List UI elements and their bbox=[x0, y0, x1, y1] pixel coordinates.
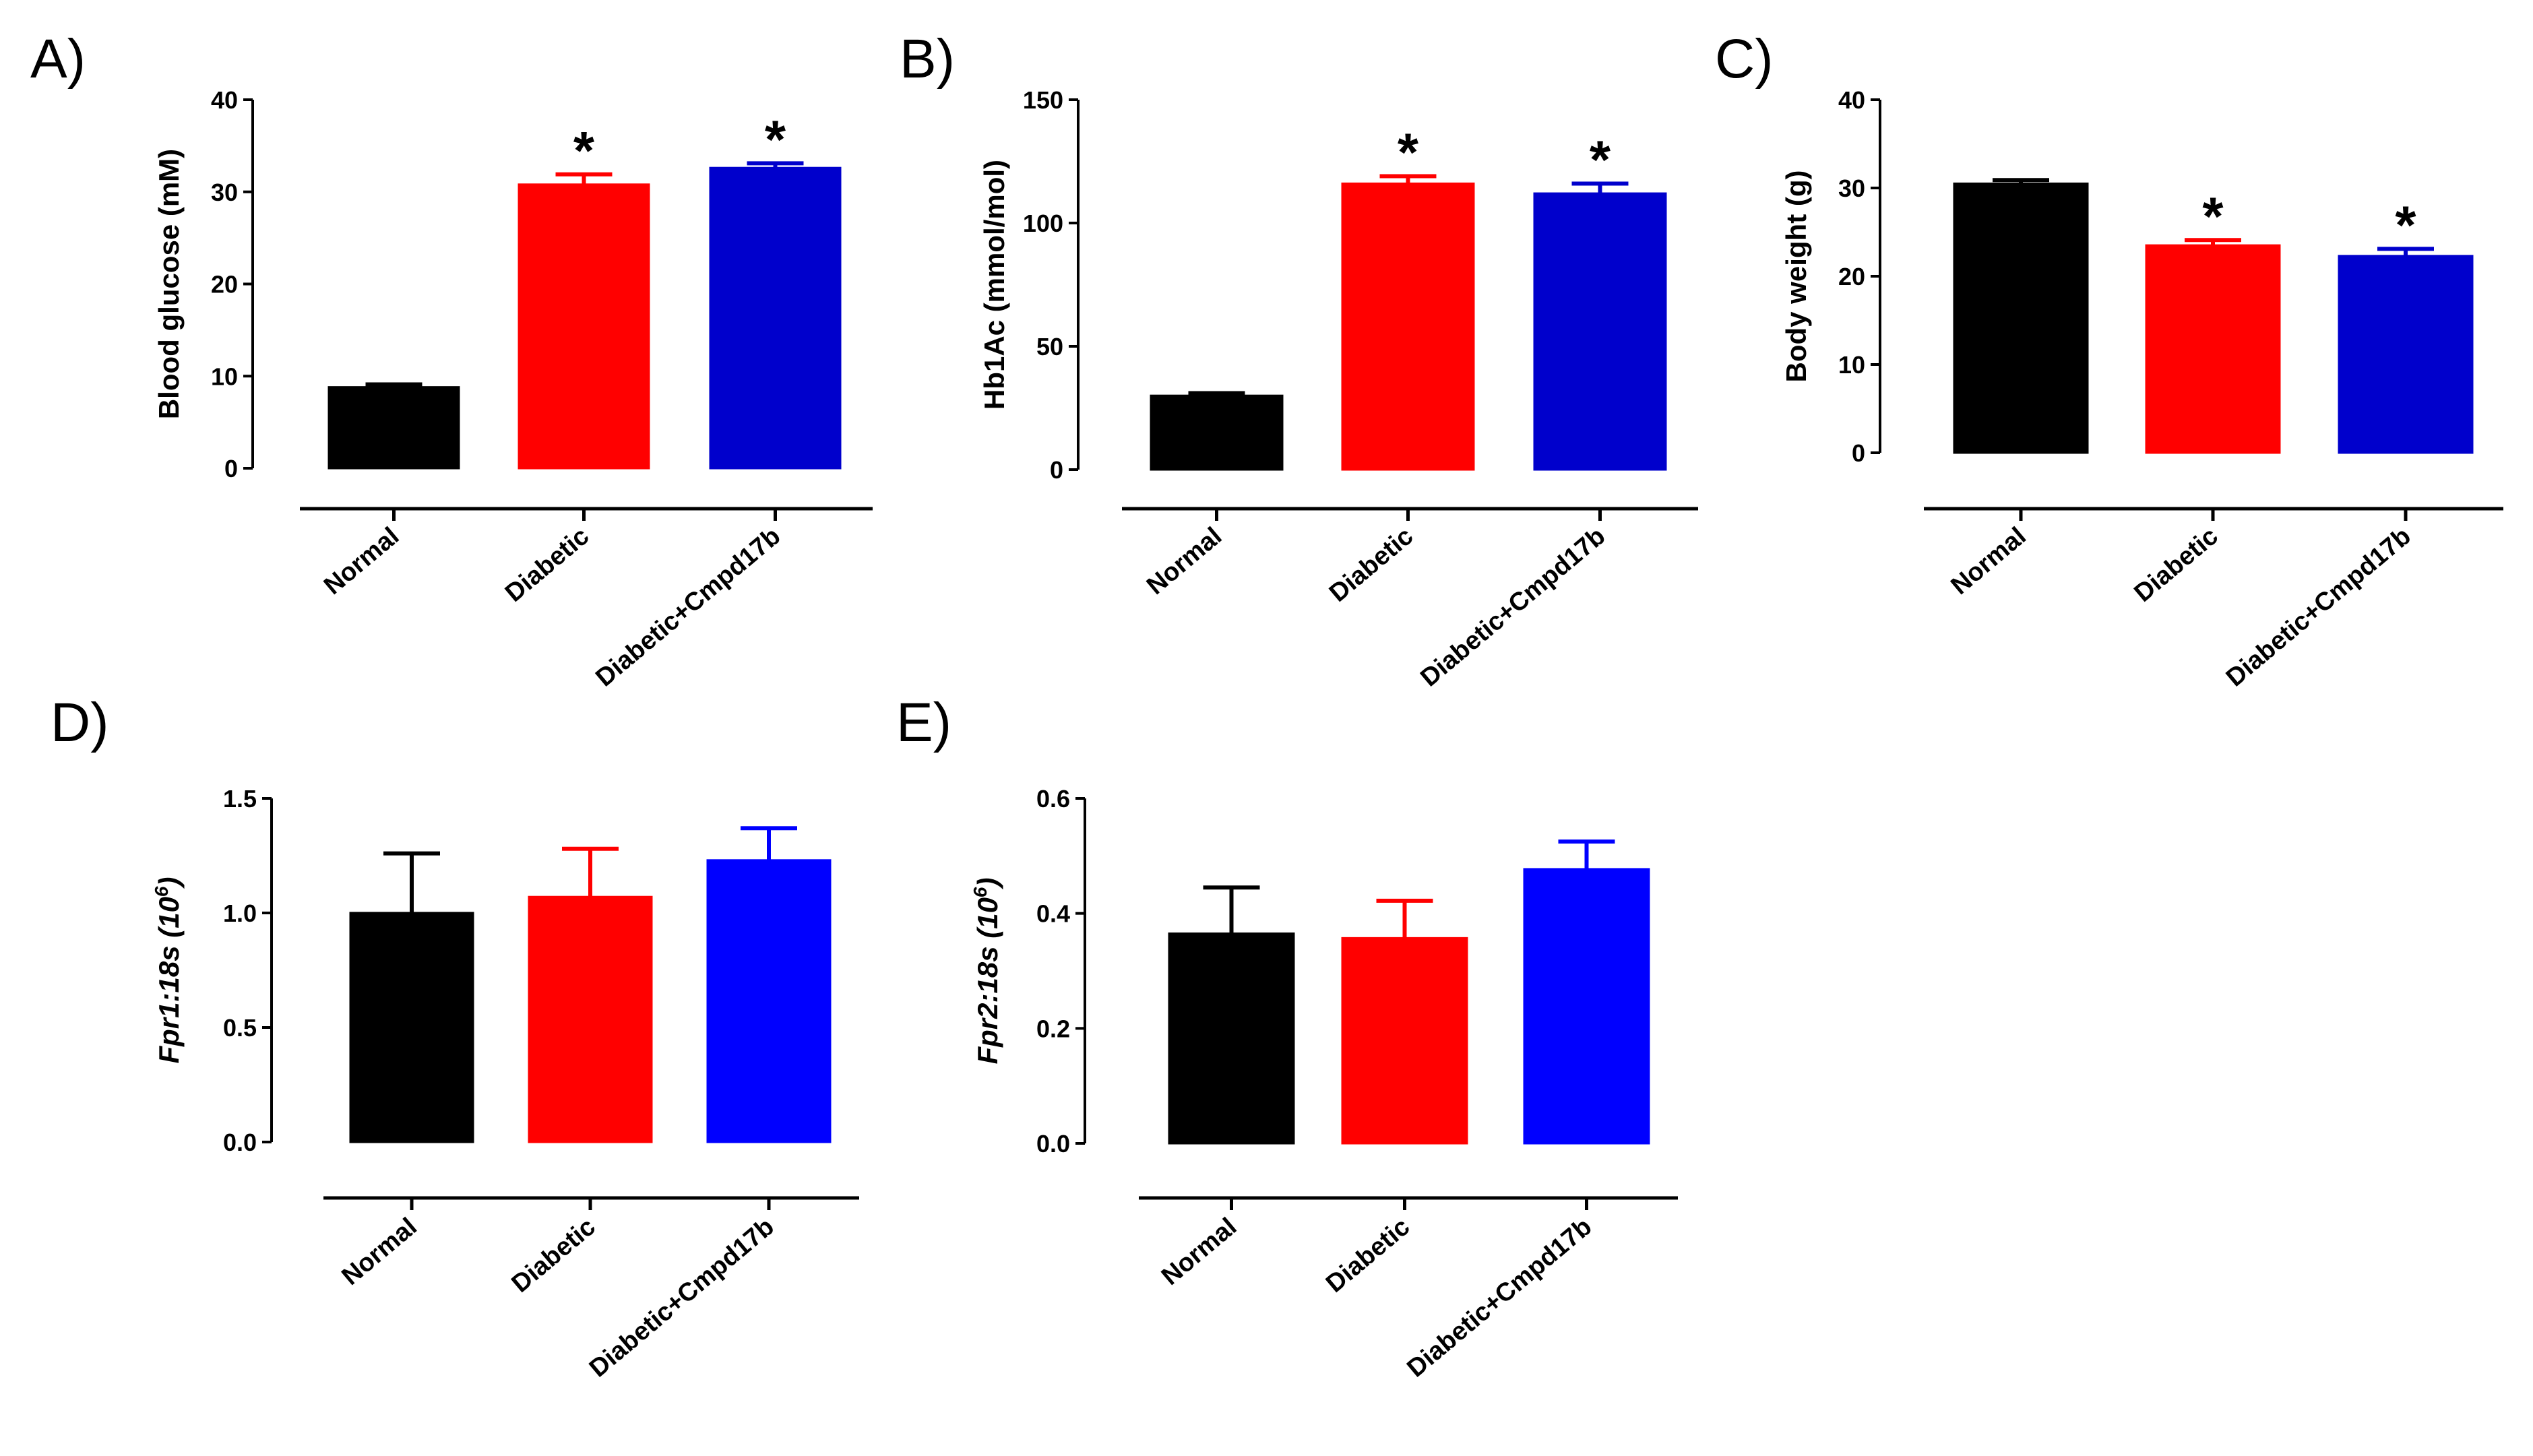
bar-diabetic bbox=[1341, 937, 1468, 1145]
y-axis-label: Body weight (g) bbox=[1780, 170, 1812, 383]
y-tick-label: 0.0 bbox=[1036, 1130, 1070, 1158]
y-tick-label: 0 bbox=[224, 455, 238, 482]
x-category-label: Diabetic bbox=[507, 1213, 601, 1298]
bar-normal bbox=[327, 386, 460, 470]
y-tick-label: 150 bbox=[1023, 86, 1063, 114]
y-axis-label: Blood glucose (mM) bbox=[153, 149, 185, 419]
y-tick-label: 40 bbox=[1838, 86, 1865, 114]
y-tick-label: 10 bbox=[211, 362, 238, 390]
x-category-label: Diabetic bbox=[1321, 1213, 1415, 1298]
x-category-label: Diabetic+Cmpd17b bbox=[1402, 1213, 1597, 1383]
significance-star: * bbox=[765, 109, 786, 169]
x-category-label: Normal bbox=[1945, 522, 2031, 600]
panel-a: A) 0 10 20 30 40 Blood glucose (mM) * * Normal Dia… bbox=[30, 28, 873, 692]
y-tick-label: 0.5 bbox=[223, 1014, 257, 1042]
panel-letter: B) bbox=[900, 28, 955, 90]
bar-diabetic bbox=[1341, 182, 1475, 471]
bar-normal bbox=[1953, 182, 2089, 454]
significance-star: * bbox=[1398, 122, 1419, 182]
x-category-label: Diabetic+Cmpd17b bbox=[590, 522, 786, 693]
significance-star: * bbox=[2202, 186, 2224, 246]
bar-diabetic-cmpd17b bbox=[1533, 192, 1667, 471]
y-tick-label: 50 bbox=[1036, 333, 1063, 360]
x-category-label: Diabetic+Cmpd17b bbox=[2221, 522, 2416, 693]
bar-diabetic-cmpd17b bbox=[2338, 255, 2474, 454]
panel-c: C) 0 10 20 30 40 Body weight (g) * * Normal Diabet… bbox=[1715, 28, 2503, 692]
x-category-label: Diabetic+Cmpd17b bbox=[584, 1213, 780, 1383]
y-tick-label: 0.6 bbox=[1036, 785, 1070, 813]
significance-star: * bbox=[573, 121, 595, 181]
y-tick-label: 40 bbox=[211, 86, 238, 114]
x-category-label: Diabetic bbox=[500, 522, 594, 608]
panel-letter: C) bbox=[1715, 28, 1774, 90]
y-axis-label: Hb1Ac (mmol/mol) bbox=[978, 160, 1010, 410]
panel-b: B) 0 50 100 150 Hb1Ac (mmol/mol) * * Normal Diabe… bbox=[900, 28, 1698, 692]
panel-letter: E) bbox=[896, 692, 951, 753]
bar-normal bbox=[349, 912, 474, 1143]
x-category-label: Normal bbox=[336, 1213, 422, 1291]
y-tick-label: 30 bbox=[1838, 175, 1865, 202]
y-tick-label: 0.0 bbox=[223, 1129, 257, 1156]
x-category-label: Normal bbox=[1142, 522, 1227, 600]
bar-normal bbox=[1168, 932, 1295, 1145]
significance-star: * bbox=[1590, 129, 1611, 189]
panel-d: D) 0.0 0.5 1.0 1.5 Fpr1:18s (106) Normal Diabet… bbox=[51, 692, 859, 1383]
x-category-label: Normal bbox=[1156, 1213, 1242, 1291]
bar-diabetic-cmpd17b bbox=[709, 166, 842, 470]
y-tick-label: 1.0 bbox=[223, 899, 257, 927]
y-tick-label: 1.5 bbox=[223, 785, 257, 813]
panel-letter: D) bbox=[51, 692, 109, 753]
y-tick-label: 0.4 bbox=[1036, 900, 1070, 928]
y-tick-label: 0.2 bbox=[1036, 1015, 1070, 1042]
x-category-label: Normal bbox=[319, 522, 404, 600]
y-tick-label: 30 bbox=[211, 179, 238, 206]
y-tick-label: 10 bbox=[1838, 351, 1865, 379]
y-axis-label: Fpr2:18s (106) bbox=[970, 877, 1003, 1064]
bar-diabetic bbox=[2145, 244, 2281, 454]
bar-normal bbox=[1150, 394, 1284, 471]
significance-star: * bbox=[2395, 195, 2416, 255]
panel-letter: A) bbox=[30, 28, 86, 90]
bar-diabetic-cmpd17b bbox=[706, 859, 832, 1143]
panel-e: E) 0.0 0.2 0.4 0.6 Fpr2:18s (106) Normal Diabet… bbox=[896, 692, 1678, 1383]
bar-diabetic bbox=[528, 895, 653, 1143]
y-tick-label: 0 bbox=[1050, 456, 1063, 484]
y-tick-label: 20 bbox=[1838, 263, 1865, 290]
y-tick-label: 100 bbox=[1023, 210, 1063, 237]
bar-diabetic-cmpd17b bbox=[1523, 868, 1650, 1145]
y-axis-label: Fpr1:18s (106) bbox=[151, 877, 185, 1063]
y-tick-label: 0 bbox=[1852, 439, 1865, 467]
x-category-label: Diabetic+Cmpd17b bbox=[1415, 522, 1611, 693]
x-category-label: Diabetic bbox=[2129, 522, 2224, 608]
x-category-label: Diabetic bbox=[1324, 522, 1418, 608]
bar-diabetic bbox=[518, 183, 650, 470]
y-tick-label: 20 bbox=[211, 271, 238, 298]
